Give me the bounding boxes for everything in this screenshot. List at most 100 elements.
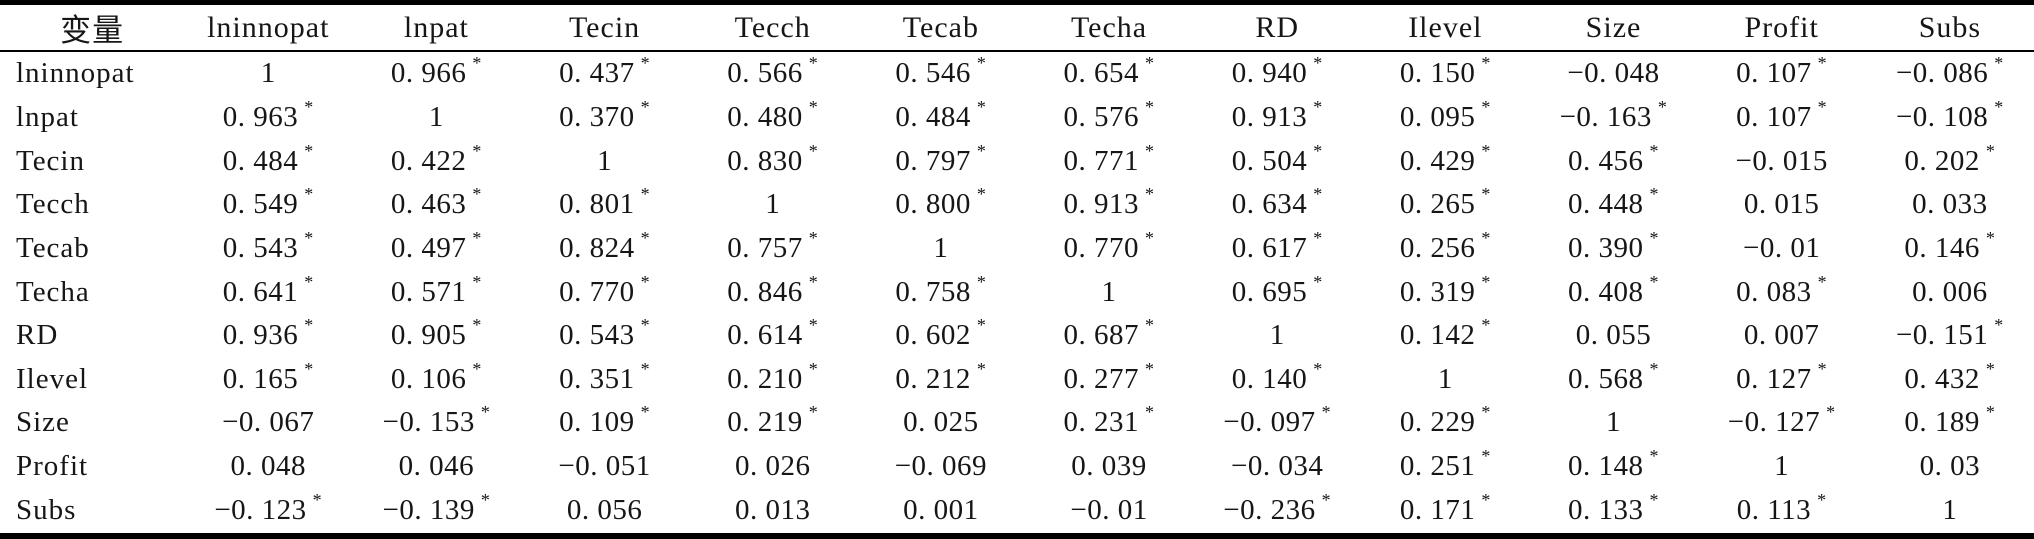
correlation-value: 0. 048 [230, 450, 306, 483]
correlation-value: 0. 571 [390, 275, 467, 308]
table-cell: 1 [352, 96, 520, 140]
table-cell: 0. 202 * [1904, 140, 1996, 177]
correlation-value: 0. 634 [1231, 188, 1308, 221]
table-cell: 0. 830 * [727, 140, 819, 177]
correlation-value: 1 [1942, 494, 1958, 527]
correlation-value: 0. 614 [727, 319, 803, 352]
correlation-value: −0. 069 [894, 450, 988, 483]
table-cell: −0. 163 * [1559, 97, 1668, 134]
correlation-value: −0. 097 [1223, 406, 1316, 439]
row-label: Ilevel [16, 362, 89, 395]
table-cell: 0. 422 * [390, 140, 482, 177]
correlation-value: 0. 055 [1575, 319, 1652, 352]
table-row-Size: Size −0. 067 −0. 153 * 0. 109 * 0. 219 * 0. 025 0… [0, 401, 2034, 445]
correlation-value: −0. 067 [222, 406, 315, 439]
table-cell: 0. 543 * [222, 228, 314, 265]
row-label: lninnopat [16, 57, 135, 90]
table-cell: 0. 484 * [895, 97, 987, 134]
correlation-value: 0. 083 [1736, 275, 1812, 308]
table-cell: 0. 771 * [1063, 140, 1155, 177]
correlation-value: 0. 546 [895, 57, 971, 90]
table-cell: 0. 171 * [1399, 490, 1491, 527]
table-cell: 0. 571 * [390, 271, 482, 308]
correlation-value: 0. 602 [895, 319, 971, 352]
correlation-value: 0. 095 [1399, 101, 1476, 134]
correlation-value: −0. 01 [1742, 232, 1821, 265]
table-cell: −0. 127 * [1727, 402, 1836, 439]
table-cell: 0. 770 * [1063, 228, 1155, 265]
correlation-value: 0. 437 [559, 57, 635, 90]
correlation-value: 0. 001 [903, 494, 979, 527]
table-cell: 1 [184, 51, 352, 96]
correlation-value: 0. 231 [1063, 406, 1140, 439]
table-cell: 1 [1361, 358, 1529, 402]
table-cell: 0. 758 * [895, 271, 987, 308]
table-cell: 0. 033 [1866, 183, 2034, 227]
correlation-value: 1 [1101, 275, 1117, 308]
table-cell: 0. 109 * [559, 402, 651, 439]
table-cell: 1 [1866, 488, 2034, 536]
correlation-value: 0. 113 [1736, 494, 1812, 527]
correlation-value: 0. 758 [895, 275, 971, 308]
correlation-value: 0. 543 [559, 319, 635, 352]
column-header-Techa: Techa [1024, 2, 1194, 52]
table-cell: 1 [1698, 445, 1866, 489]
table-cell: 0. 617 * [1231, 228, 1323, 265]
correlation-value: 0. 913 [1231, 101, 1308, 134]
table-cell: 0. 448 * [1568, 184, 1659, 221]
table-cell: −0. 034 [1193, 445, 1361, 489]
column-header-RD: RD [1193, 2, 1362, 52]
table-cell: 0. 055 [1529, 314, 1697, 358]
table-cell: 0. 614 * [727, 315, 819, 352]
correlation-value: 0. 025 [903, 406, 979, 439]
correlation-value: −0. 051 [558, 450, 651, 483]
correlation-value: 0. 432 [1904, 362, 1980, 395]
correlation-value: 0. 189 [1904, 406, 1980, 439]
correlation-value: 0. 202 [1904, 144, 1980, 177]
table-cell: 0. 133 * [1568, 490, 1659, 527]
correlation-value: 0. 568 [1568, 362, 1644, 395]
column-header-Tecch: Tecch [688, 2, 857, 52]
correlation-value: −0. 151 [1895, 319, 1989, 352]
correlation-value: −0. 015 [1735, 144, 1828, 177]
table-cell: 0. 390 * [1568, 228, 1659, 265]
table-cell: −0. 086 * [1895, 53, 2004, 90]
correlation-value: 0. 422 [390, 144, 467, 177]
correlation-value: 0. 549 [222, 188, 299, 221]
correlation-value: 1 [597, 144, 613, 177]
correlation-value: 0. 566 [727, 57, 803, 90]
correlation-value: −0. 236 [1223, 494, 1316, 527]
correlation-value: 0. 210 [727, 362, 803, 395]
correlation-value: 1 [428, 101, 444, 134]
correlation-value: 0. 484 [222, 144, 299, 177]
table-cell: 0. 189 * [1904, 402, 1996, 439]
correlation-value: 1 [765, 188, 781, 221]
correlation-value: 0. 936 [222, 319, 299, 352]
table-row-Techa: Techa 0. 641 * 0. 571 * 0. 770 * 0. 846 * 0. 758 *… [0, 270, 2034, 314]
correlation-value: −0. 034 [1231, 450, 1324, 483]
column-header-Size: Size [1529, 2, 1698, 52]
correlation-value: 0. 165 [222, 362, 299, 395]
table-cell: 0. 576 * [1063, 97, 1155, 134]
row-label: Size [16, 406, 70, 439]
table-header: 变量 lninnopat lnpat Tecin Tecch Tecab Techa RD Il… [0, 2, 2034, 52]
table-cell: 0. 634 * [1231, 184, 1323, 221]
table-cell: 0. 113 * [1736, 490, 1827, 527]
correlation-value: 1 [933, 232, 949, 265]
table-cell: 0. 936 * [222, 315, 314, 352]
table-cell: −0. 051 [520, 445, 688, 489]
table-cell: 0. 107 * [1736, 97, 1828, 134]
table-cell: 0. 212 * [895, 358, 987, 395]
correlation-value: 0. 370 [559, 101, 635, 134]
table-cell: 0. 146 * [1904, 228, 1996, 265]
correlation-value: 0. 133 [1568, 494, 1644, 527]
correlation-value: 0. 797 [895, 144, 971, 177]
table-row-lnpat: lnpat 0. 963 * 1 0. 370 * 0. 480 * 0. 484 * 0. 576… [0, 96, 2034, 140]
correlation-value: 0. 543 [222, 232, 299, 265]
table-cell: 0. 770 * [559, 271, 651, 308]
table-cell: 0. 229 * [1399, 402, 1491, 439]
table-cell: 0. 03 [1866, 445, 2034, 489]
table-cell: −0. 067 [184, 401, 352, 445]
correlation-value: 0. 654 [1063, 57, 1140, 90]
correlation-value: 0. 146 [1904, 232, 1980, 265]
